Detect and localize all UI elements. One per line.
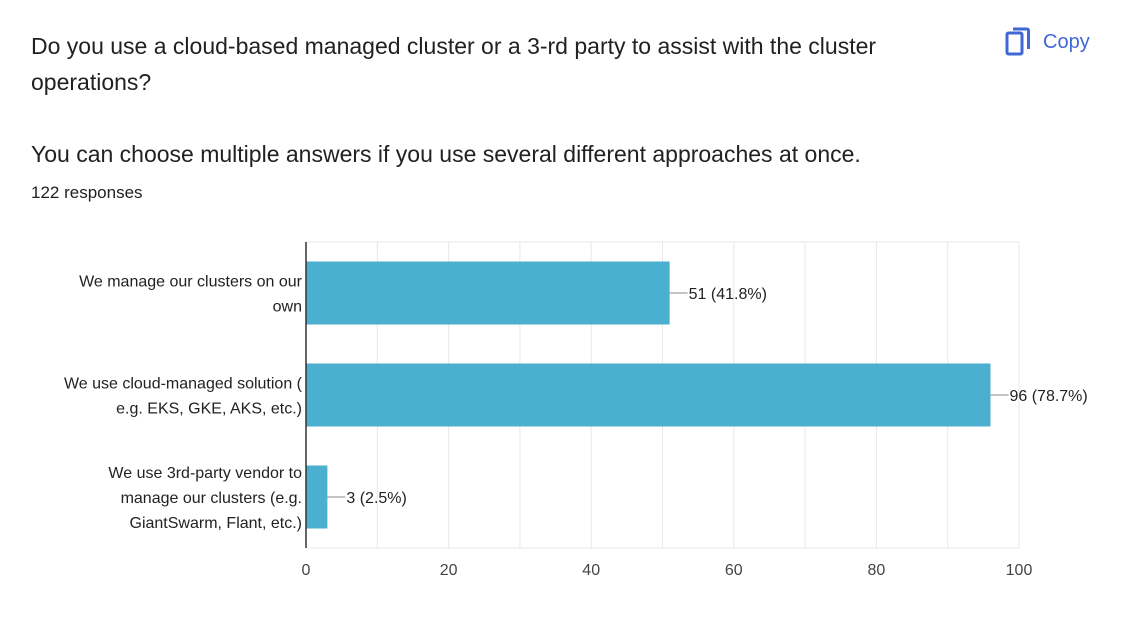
copy-button[interactable]: Copy — [1005, 24, 1090, 60]
question-line-1: Do you use a cloud-based managed cluster… — [31, 33, 877, 59]
category-label: We use 3rd-party vendor to — [108, 465, 302, 482]
data-label: 51 (41.8%) — [689, 286, 767, 303]
question-line-2: operations? — [31, 69, 152, 95]
data-label: 3 (2.5%) — [346, 490, 406, 507]
copy-button-label: Copy — [1043, 30, 1090, 53]
category-label: e.g. EKS, GKE, AKS, etc.) — [116, 401, 302, 418]
bar — [306, 363, 991, 427]
bar — [306, 465, 328, 529]
x-tick-label: 20 — [440, 562, 458, 579]
x-tick-label: 40 — [582, 562, 600, 579]
category-label: We use cloud-managed solution ( — [64, 376, 303, 393]
question-line-3: You can choose multiple answers if you u… — [31, 141, 861, 167]
data-label: 96 (78.7%) — [1009, 388, 1087, 405]
x-tick-label: 0 — [302, 562, 311, 579]
category-label: GiantSwarm, Flant, etc.) — [130, 515, 303, 532]
category-label: We manage our clusters on our — [79, 274, 303, 291]
x-tick-label: 80 — [868, 562, 886, 579]
response-count: 122 responses — [31, 183, 143, 202]
bar — [306, 261, 670, 325]
category-label: own — [273, 299, 302, 316]
copy-icon — [1005, 27, 1031, 57]
x-tick-label: 60 — [725, 562, 743, 579]
x-tick-label: 100 — [1006, 562, 1033, 579]
category-label: manage our clusters (e.g. — [121, 490, 302, 507]
question-title: Do you use a cloud-based managed cluster… — [31, 28, 971, 172]
